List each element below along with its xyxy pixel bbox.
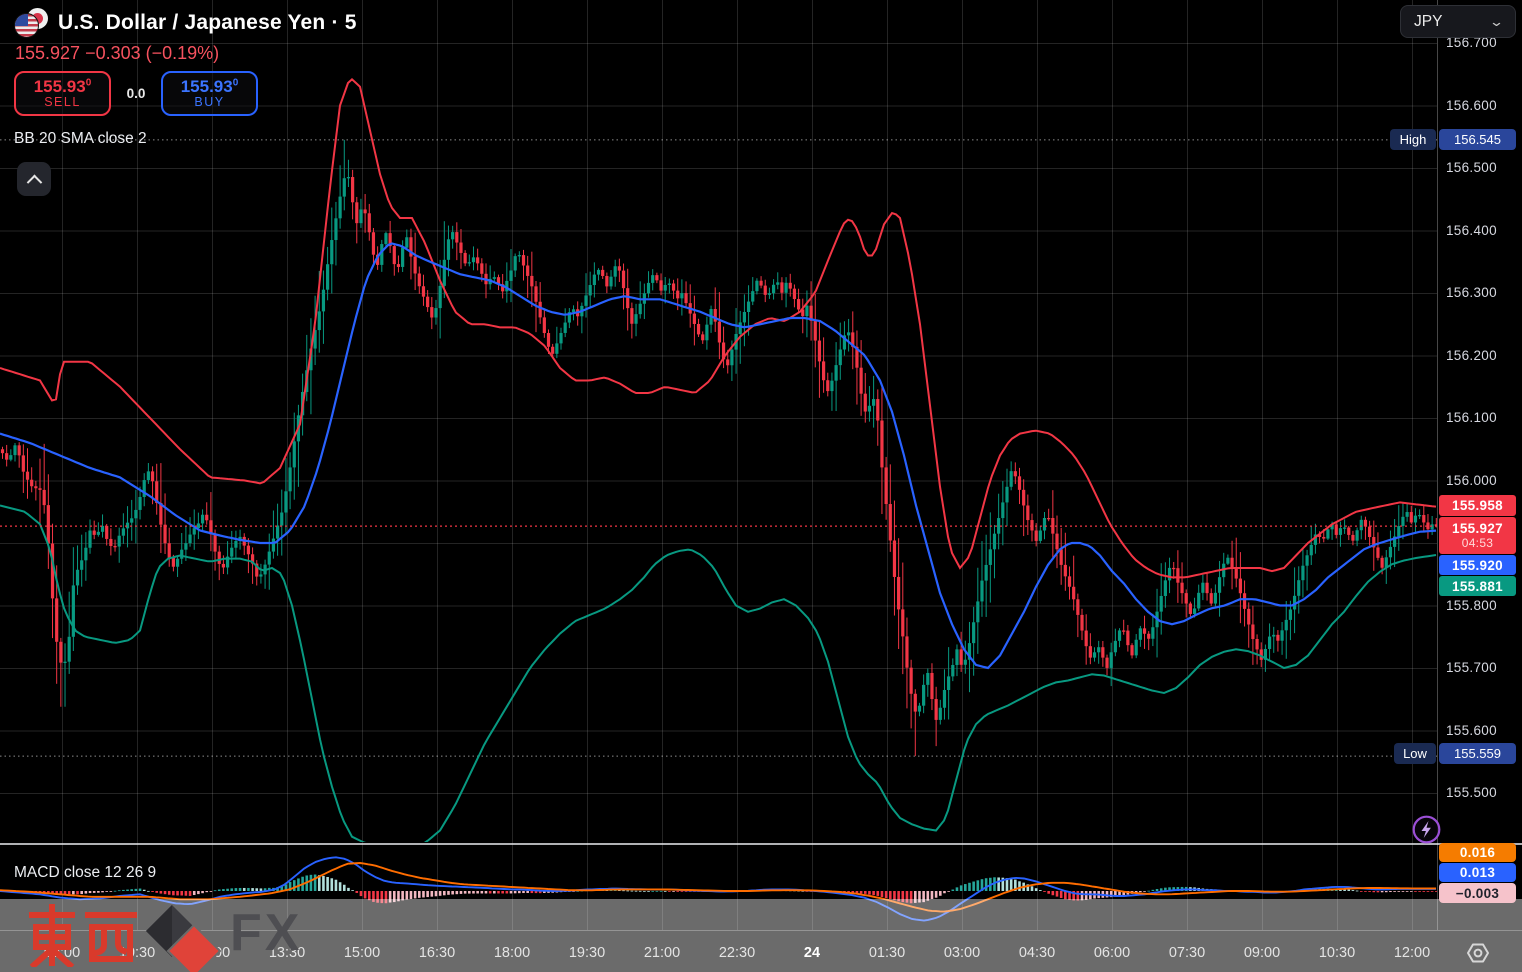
macd-indicator-label[interactable]: MACD close 12 26 9	[14, 864, 157, 881]
macd-histogram-badge: −0.003	[1439, 883, 1516, 903]
price-axis-label: 156.700	[1446, 35, 1497, 50]
macd-line-badge: 0.013	[1439, 863, 1516, 882]
us-flag-icon	[14, 13, 39, 38]
broker-watermark: FX	[26, 903, 302, 972]
price-axis-label: 156.100	[1446, 410, 1497, 425]
bb-upper-value-badge: 155.958	[1439, 495, 1516, 516]
time-axis-label: 21:00	[643, 945, 681, 961]
time-axis-label: 03:00	[943, 945, 981, 961]
symbol-title[interactable]: U.S. Dollar / Japanese Yen · 5	[58, 11, 357, 34]
symbol-flags-icon	[14, 8, 48, 38]
collapse-panel-button[interactable]	[17, 162, 51, 196]
bid-price-badge: 155.920	[1439, 555, 1516, 575]
sell-label: SELL	[44, 94, 81, 109]
time-axis-label: 15:00	[343, 945, 381, 961]
time-axis-label: 18:00	[493, 945, 531, 961]
last-price-change: 155.927 −0.303 (−0.19%)	[15, 43, 220, 63]
price-axis-label: 156.000	[1446, 472, 1497, 488]
time-axis-label: 19:30	[568, 945, 606, 961]
time-axis-label: 24	[803, 945, 821, 961]
price-axis-label: 155.600	[1446, 722, 1497, 738]
macd-signal-badge: 0.016	[1439, 843, 1516, 862]
price-axis-label: 156.200	[1446, 347, 1497, 363]
settings-gear-icon[interactable]	[1464, 939, 1492, 972]
sell-button[interactable]: 155.930 SELL	[14, 71, 111, 116]
time-axis-label: 13:30	[268, 945, 306, 961]
quick-trade-button[interactable]	[1412, 815, 1441, 844]
last-price-badge: 155.927 04:53	[1439, 517, 1516, 554]
time-axis-label: 04:30	[1018, 945, 1056, 961]
pane-separator[interactable]	[0, 843, 1522, 845]
time-axis-border	[0, 930, 1522, 931]
low-label-pill: Low	[1394, 743, 1436, 764]
time-axis-label: 01:30	[868, 945, 906, 961]
time-axis-label: 12:00	[1393, 945, 1431, 961]
price-axis-label: 156.400	[1446, 222, 1497, 238]
bb-lower-value-badge: 155.881	[1439, 576, 1516, 596]
time-axis-label: 06:00	[1093, 945, 1131, 961]
buy-button[interactable]: 155.930 BUY	[161, 71, 258, 116]
price-axis-label: 155.800	[1446, 597, 1497, 613]
low-value-badge: 155.559	[1439, 743, 1516, 764]
high-label-pill: High	[1390, 129, 1436, 150]
buy-label: BUY	[194, 94, 225, 109]
currency-axis-selector[interactable]: JPY ⌄	[1400, 5, 1516, 38]
spread-value: 0.0	[126, 86, 146, 101]
price-axis-label: 155.500	[1446, 785, 1497, 800]
time-axis-label: 22:30	[718, 945, 756, 961]
price-axis-label: 155.700	[1446, 660, 1497, 675]
watermark-kanji	[29, 904, 137, 967]
time-axis-label: 10:30	[1318, 945, 1356, 961]
price-axis-label: 156.500	[1446, 160, 1497, 175]
watermark-diamond-icon	[146, 905, 222, 972]
watermark-fx-text: FX	[230, 904, 303, 962]
chevron-up-icon	[26, 174, 42, 190]
price-axis-border	[1437, 0, 1438, 930]
time-axis-label: 09:00	[1243, 945, 1281, 961]
bar-countdown: 04:53	[1461, 536, 1494, 550]
time-axis-label: 16:30	[418, 945, 456, 961]
currency-value: JPY	[1414, 12, 1443, 30]
price-axis-label: 156.600	[1446, 97, 1497, 113]
lightning-bolt-icon	[1412, 815, 1441, 844]
chevron-down-icon: ⌄	[1488, 13, 1505, 29]
main-chart-canvas[interactable]	[0, 0, 1437, 930]
high-value-badge: 156.545	[1439, 129, 1516, 150]
price-axis-label: 156.300	[1446, 285, 1497, 300]
bb-indicator-label[interactable]: BB 20 SMA close 2	[14, 130, 147, 147]
bottom-scrim	[0, 899, 1522, 972]
time-axis-label: 07:30	[1168, 945, 1206, 961]
